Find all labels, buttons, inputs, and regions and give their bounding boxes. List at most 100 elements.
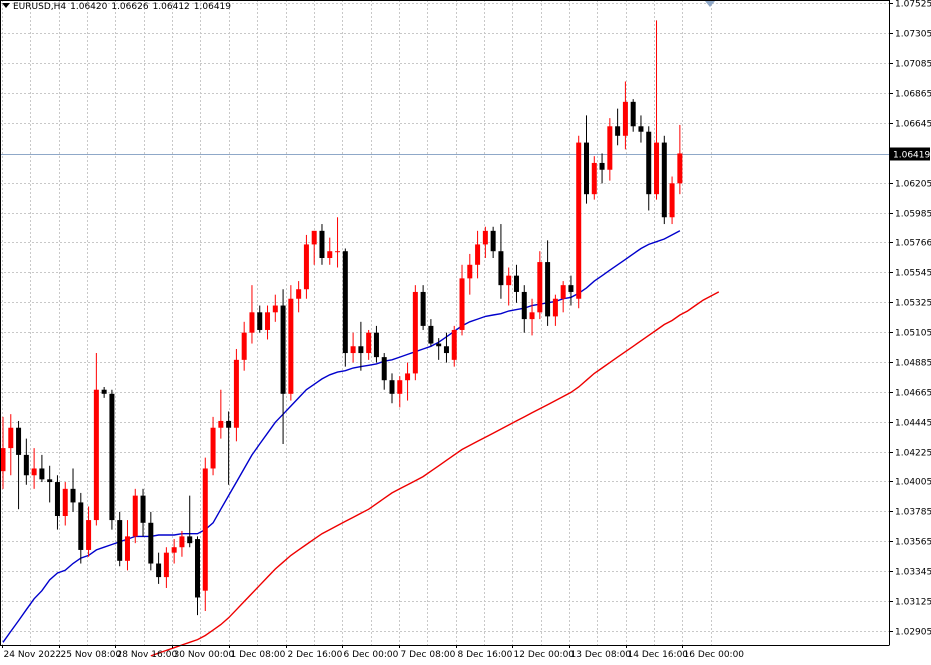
y-tick-label: 1.04445 <box>895 419 931 429</box>
candle <box>623 81 628 149</box>
candle <box>304 235 309 299</box>
candle <box>670 177 675 225</box>
y-tick-label: 1.06865 <box>895 90 931 100</box>
ohlc-open: 1.06420 <box>70 2 107 12</box>
candle <box>94 353 99 525</box>
candle-body <box>288 299 293 394</box>
candle <box>452 326 457 367</box>
y-tick-label: 1.04665 <box>895 389 931 399</box>
y-tick-label: 1.04885 <box>895 359 931 369</box>
candle-body <box>374 333 379 357</box>
candle-body <box>78 502 83 550</box>
ohlc-close: 1.06419 <box>194 2 231 12</box>
x-tick-label: 30 Nov 00:00 <box>174 650 235 660</box>
candle <box>172 539 177 563</box>
y-tick-label: 1.07085 <box>895 60 931 70</box>
candle-body <box>39 468 44 479</box>
candle-body <box>32 468 37 475</box>
candle <box>327 238 332 265</box>
candle-body <box>631 102 636 126</box>
candle-body <box>296 289 301 299</box>
y-tick-label: 1.03785 <box>895 508 931 518</box>
candle-body <box>218 421 223 428</box>
candle-body <box>351 346 356 353</box>
candle-body <box>195 539 200 597</box>
candle-body <box>421 292 426 326</box>
candle <box>358 322 363 371</box>
candle <box>47 466 52 503</box>
candle <box>203 458 208 611</box>
candle-body <box>335 251 340 252</box>
candle <box>646 126 651 210</box>
candle-body <box>273 306 278 313</box>
candle <box>584 115 589 203</box>
candle <box>638 115 643 142</box>
candle-body <box>24 455 29 475</box>
candle <box>24 439 29 485</box>
candle-body <box>623 102 628 136</box>
candle-body <box>654 143 659 195</box>
candle-body <box>125 536 130 560</box>
x-tick-label: 7 Dec 08:00 <box>401 650 456 660</box>
candle-body <box>537 262 542 312</box>
candle <box>615 109 620 146</box>
x-tick-label: 16 Dec 00:00 <box>684 650 745 660</box>
candle-body <box>358 346 363 353</box>
candle-body <box>148 523 153 564</box>
ohlc-low: 1.06412 <box>153 2 190 12</box>
candle-body <box>164 553 169 577</box>
candle-body <box>428 326 433 344</box>
candle-body <box>203 468 208 590</box>
candle-body <box>343 251 348 353</box>
candle <box>8 414 13 475</box>
dropdown-triangle-icon[interactable] <box>2 3 10 8</box>
candle <box>288 285 293 400</box>
candle-body <box>615 126 620 136</box>
candle-body <box>63 489 68 516</box>
candle <box>522 285 527 333</box>
candle-body <box>514 276 519 292</box>
candle-body <box>553 299 558 317</box>
candle-body <box>600 163 605 170</box>
candle <box>631 99 636 132</box>
candle <box>483 227 488 258</box>
candle <box>1 417 6 489</box>
y-tick-label: 1.04225 <box>895 449 931 459</box>
candle <box>491 227 496 258</box>
candle-body <box>677 153 682 183</box>
candle-body <box>265 312 270 330</box>
candle <box>374 326 379 363</box>
candle-body <box>47 479 52 482</box>
candle-body <box>584 143 589 195</box>
candle <box>366 330 371 360</box>
candle <box>249 285 254 343</box>
grid-layer <box>0 0 889 645</box>
x-tick-label: 25 Nov 08:00 <box>61 650 122 660</box>
candle <box>226 411 231 484</box>
candle-body <box>156 564 161 578</box>
candle-body <box>141 496 146 523</box>
x-tick-label: 8 Dec 16:00 <box>458 650 513 660</box>
x-tick-label: 6 Dec 00:00 <box>344 650 399 660</box>
y-tick-label: 1.06645 <box>895 120 931 130</box>
candle-body <box>234 360 239 428</box>
candle-body <box>452 330 457 360</box>
candle <box>281 289 286 444</box>
candle <box>576 136 581 308</box>
candle-body <box>312 231 317 245</box>
candle-body <box>444 346 449 353</box>
candle <box>125 520 130 570</box>
x-tick-label: 24 Nov 2022 <box>4 650 62 660</box>
candle-body <box>607 126 612 169</box>
candle <box>78 493 83 564</box>
candle <box>421 285 426 330</box>
ohlc-high: 1.06626 <box>111 2 148 12</box>
candle <box>545 240 550 326</box>
candle <box>86 506 91 556</box>
candle <box>530 299 535 336</box>
candle-body <box>242 333 247 360</box>
candle <box>16 421 21 509</box>
candle-body <box>498 251 503 285</box>
candle <box>156 553 161 584</box>
